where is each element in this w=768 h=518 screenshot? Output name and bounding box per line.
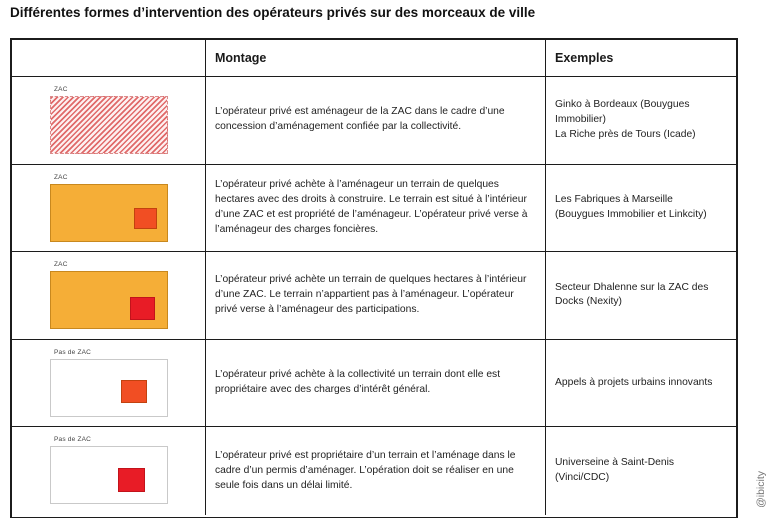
diagram-cell-row4: Pas de ZAC — [12, 339, 206, 428]
pas-de-zac-label: Pas de ZAC — [54, 348, 92, 356]
diagram-cell-row1: ZAC — [12, 77, 206, 165]
exemples-cell-row3: Secteur Dhalenne sur la ZAC des Docks (N… — [546, 252, 736, 340]
exemples-text: Secteur Dhalenne sur la ZAC des Docks (N… — [555, 281, 709, 308]
zac-label: ZAC — [54, 173, 68, 181]
zac-label: ZAC — [54, 86, 68, 93]
red-lot-square — [118, 468, 145, 493]
page-title: Différentes formes d’intervention des op… — [10, 5, 536, 20]
montage-cell-row4: L’opérateur privé achète à la collectivi… — [206, 339, 546, 428]
zac-parcel — [50, 271, 168, 330]
exemples-cell-row2: Les Fabriques à Marseille (Bouygues Immo… — [546, 165, 736, 253]
no-zac-parcel — [50, 446, 168, 505]
diagram-cell-row5: Pas de ZAC — [12, 427, 206, 515]
zac-parcel — [50, 183, 168, 242]
zac-hatched-parcel — [50, 96, 168, 154]
exemples-text: Ginko à Bordeaux (Bouygues Immobilier) L… — [555, 98, 696, 140]
exemples-text: Les Fabriques à Marseille (Bouygues Immo… — [555, 193, 707, 220]
header-diagram — [12, 40, 206, 77]
montage-cell-row1: L’opérateur privé est aménageur de la ZA… — [206, 77, 546, 165]
zac-label: ZAC — [54, 261, 68, 269]
montage-text: L’opérateur privé achète à l’aménageur u… — [215, 179, 528, 235]
no-zac-parcel — [50, 358, 168, 417]
montage-text: L’opérateur privé achète un terrain de q… — [215, 274, 527, 315]
intervention-table: Montage Exemples ZAC L’opérateur privé e… — [10, 38, 738, 518]
exemples-text: Universeine à Saint-Denis (Vinci/CDC) — [555, 457, 675, 484]
montage-text: L’opérateur privé est aménageur de la ZA… — [215, 106, 505, 133]
montage-text: L’opérateur privé est propriétaire d’un … — [215, 449, 516, 491]
exemples-cell-row1: Ginko à Bordeaux (Bouygues Immobilier) L… — [546, 77, 736, 165]
montage-cell-row2: L’opérateur privé achète à l’aménageur u… — [206, 164, 546, 253]
header-exemples: Exemples — [546, 40, 736, 77]
exemples-text: Appels à projets urbains innovants — [555, 376, 713, 388]
red-lot-square — [130, 297, 155, 321]
header-montage: Montage — [206, 40, 546, 77]
orange-red-lot-square — [121, 379, 147, 403]
montage-cell-row3: L’opérateur privé achète un terrain de q… — [206, 252, 546, 340]
montage-text: L’opérateur privé achète à la collectivi… — [215, 369, 501, 396]
exemples-cell-row5: Universeine à Saint-Denis (Vinci/CDC) — [546, 427, 736, 515]
pas-de-zac-label: Pas de ZAC — [54, 436, 92, 444]
diagram-cell-row2: ZAC — [12, 164, 206, 253]
montage-cell-row5: L’opérateur privé est propriétaire d’un … — [206, 427, 546, 515]
watermark: @ibicity — [755, 471, 767, 508]
orange-red-lot-square — [134, 207, 157, 229]
diagram-cell-row3: ZAC — [12, 252, 206, 340]
exemples-cell-row4: Appels à projets urbains innovants — [546, 340, 736, 428]
